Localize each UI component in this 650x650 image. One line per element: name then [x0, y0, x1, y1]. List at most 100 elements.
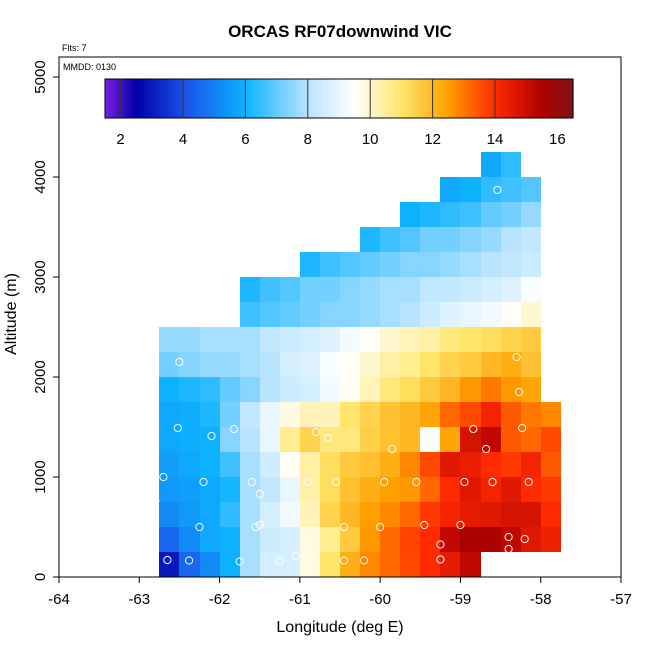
heatmap-cell: [320, 327, 340, 352]
heatmap-cell: [521, 277, 541, 302]
heatmap-cell: [501, 177, 521, 202]
colorbar-segment: [241, 79, 246, 118]
colorbar-segment: [190, 79, 196, 118]
colorbar-segment: [350, 79, 356, 118]
colorbar-segment: [225, 79, 231, 118]
heatmap-cell: [460, 277, 481, 302]
heatmap-cell: [440, 552, 460, 577]
heatmap-cell: [280, 302, 300, 327]
sample-point: [420, 520, 429, 530]
colorbar-segment: [483, 79, 488, 118]
colorbar-segment: [288, 79, 293, 118]
heatmap-cell: [420, 202, 440, 227]
colorbar-segment: [401, 79, 406, 118]
heatmap-cell: [260, 402, 280, 427]
heatmap-cell: [179, 427, 200, 452]
sample-point: [524, 477, 533, 487]
heatmap-cell: [380, 377, 400, 402]
heatmap-cell: [380, 277, 400, 302]
colorbar-segment: [428, 79, 434, 118]
heatmap-cell: [159, 377, 179, 402]
heatmap-cell: [260, 302, 280, 327]
x-tick-label: -58: [530, 591, 552, 608]
heatmap-cell: [220, 327, 240, 352]
heatmap-cell: [380, 352, 400, 377]
colorbar-segment: [222, 79, 227, 118]
heatmap-cell: [460, 202, 481, 227]
heatmap-cell: [300, 302, 320, 327]
heatmap-cell: [501, 427, 521, 452]
heatmap-cell: [340, 277, 360, 302]
sample-point: [339, 556, 349, 565]
heatmap-cell: [460, 352, 481, 377]
heatmap-cell: [521, 502, 541, 527]
heatmap-cell: [240, 427, 260, 452]
heatmap-cell: [400, 452, 420, 477]
colorbar-segment: [151, 79, 157, 118]
heatmap-cell: [340, 327, 360, 352]
heatmap-cell: [320, 352, 340, 377]
heatmap-cell: [481, 427, 501, 452]
colorbar-segment: [456, 79, 461, 118]
heatmap-cell: [521, 252, 541, 277]
colorbar-segment: [167, 79, 172, 118]
colorbar-segment: [420, 79, 426, 118]
sample-point: [311, 427, 320, 437]
colorbar-segment: [385, 79, 391, 118]
heatmap-cell: [240, 377, 260, 402]
colorbar-segment: [323, 79, 328, 118]
heatmap-cell: [300, 252, 320, 277]
heatmap-cell: [280, 277, 300, 302]
axes: -64 -63 -62 -61 -60 -59 -58 -57 0 1000 2000 3000 400…: [32, 56, 632, 608]
sample-point: [173, 423, 182, 433]
colorbar-segment: [565, 79, 570, 118]
sample-point: [388, 444, 397, 454]
heatmap-cell: [280, 502, 300, 527]
heatmap-cell: [240, 477, 260, 502]
heatmap-cell: [440, 252, 460, 277]
y-tick-label: 3000: [32, 260, 49, 293]
heatmap-cell: [200, 502, 220, 527]
heatmap-cell: [521, 452, 541, 477]
heatmap-cell: [541, 427, 561, 452]
colorbar-segment: [397, 79, 402, 118]
sample-point: [504, 532, 513, 542]
colorbar-segment: [218, 79, 223, 118]
heatmap-cell: [501, 227, 521, 252]
heatmap-cell: [541, 477, 561, 502]
heatmap-cell: [220, 352, 240, 377]
heatmap-cell: [280, 377, 300, 402]
heatmap-cell: [179, 452, 200, 477]
heatmap-cell: [159, 427, 179, 452]
heatmap-cell: [260, 527, 280, 552]
sample-point: [520, 534, 529, 544]
sample-point: [159, 472, 168, 482]
heatmap-cell: [340, 527, 360, 552]
colorbar-segment: [136, 79, 141, 118]
colorbar-segment: [549, 79, 555, 118]
colorbar-segment: [202, 79, 207, 118]
heatmap-cell: [320, 277, 340, 302]
heatmap-cell: [420, 402, 440, 427]
colorbar-segment: [459, 79, 465, 118]
colorbar-segment: [358, 79, 363, 118]
heatmap-cell: [300, 352, 320, 377]
heatmap-cell: [260, 452, 280, 477]
sample-point: [323, 433, 333, 443]
colorbar-segment: [249, 79, 254, 118]
heatmap-cell: [481, 452, 501, 477]
x-tick-label: -59: [450, 591, 472, 608]
heatmap-cell: [360, 302, 380, 327]
sample-point: [512, 352, 521, 362]
colorbar-tick-label: 4: [179, 131, 187, 148]
colorbar-segment: [530, 79, 535, 118]
heatmap-cell: [440, 327, 460, 352]
sample-point: [303, 477, 312, 487]
heatmap-cell: [501, 152, 521, 177]
heatmap-cell: [159, 402, 179, 427]
colorbar-segment: [276, 79, 282, 118]
colorbar-segment: [237, 79, 243, 118]
heatmap-cell: [420, 302, 440, 327]
heatmap-cell: [501, 402, 521, 427]
heatmap-cell: [240, 527, 260, 552]
